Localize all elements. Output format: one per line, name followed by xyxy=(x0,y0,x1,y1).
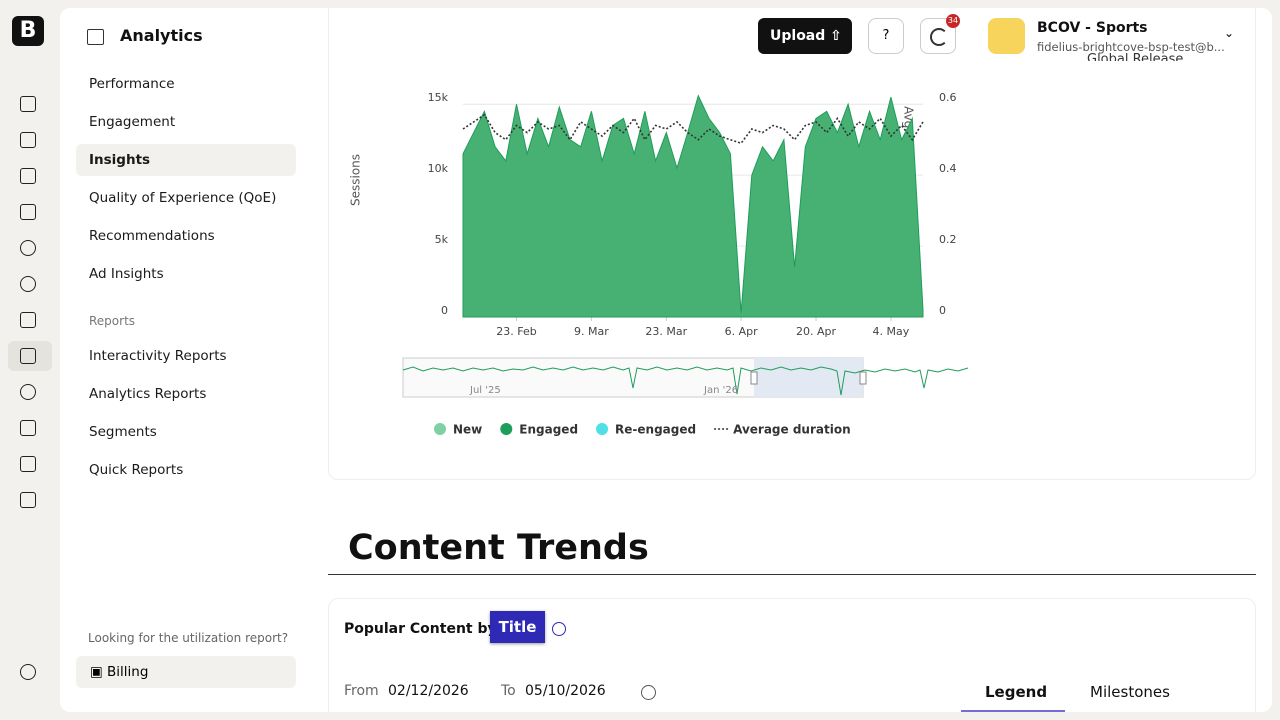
card-top-label: Global Release xyxy=(1087,52,1184,67)
jobs-button[interactable] xyxy=(920,18,956,54)
nav-item[interactable]: Ad Insights xyxy=(89,266,164,282)
sidebar-toggle[interactable] xyxy=(87,29,104,45)
nav-item[interactable]: Performance xyxy=(89,76,175,92)
legend-item[interactable]: Average duration xyxy=(714,423,851,437)
info-icon[interactable] xyxy=(641,685,656,700)
section-heading: Content Trends xyxy=(348,528,649,568)
navigator-handle[interactable] xyxy=(750,371,758,385)
logo: B xyxy=(12,16,44,46)
account-email: fidelius-brightcove-bsp-test@b... xyxy=(1037,40,1225,54)
nav-item[interactable]: Segments xyxy=(89,424,157,440)
title-button[interactable]: Title xyxy=(490,611,545,643)
brand-icon[interactable] xyxy=(20,312,36,328)
x-tick-label: 23. Feb xyxy=(496,325,536,338)
legend-label: New xyxy=(453,423,482,437)
x-tick-label: 20. Apr xyxy=(796,325,836,338)
info-icon[interactable] xyxy=(552,622,566,636)
account-name[interactable]: BCOV - Sports xyxy=(1037,20,1148,36)
playlist-icon[interactable] xyxy=(20,168,36,184)
chart-card xyxy=(328,8,1256,480)
from-label: From xyxy=(344,683,379,699)
tab[interactable]: Milestones xyxy=(1090,683,1170,701)
upload-label: Upload xyxy=(770,28,826,44)
media-icon[interactable] xyxy=(20,132,36,148)
nav-item[interactable]: Engagement xyxy=(89,114,176,130)
home-icon[interactable] xyxy=(20,96,36,112)
chart: Sessions Avg. Duration (minutes) Jul '25… xyxy=(349,91,969,437)
upload-button[interactable]: Upload ⇧ xyxy=(758,18,852,54)
analytics-icon-bg[interactable] xyxy=(8,341,52,371)
x-tick-label: 6. Apr xyxy=(725,325,758,338)
users-icon[interactable] xyxy=(20,420,36,436)
y-tick-label: 5k xyxy=(435,233,449,246)
y2-tick-label: 0.2 xyxy=(939,233,957,246)
content-card xyxy=(328,598,1256,712)
y2-tick-label: 0 xyxy=(939,304,946,317)
nav-selected-bg xyxy=(76,144,296,176)
navigator-line xyxy=(402,366,969,396)
legend-item[interactable]: Re-engaged xyxy=(596,423,696,437)
x-tick-label: 9. Mar xyxy=(574,325,609,338)
y-tick-label: 15k xyxy=(428,91,449,104)
nav-section: Reports xyxy=(89,314,136,328)
to-label: To xyxy=(501,683,516,699)
nav-item[interactable]: Analytics Reports xyxy=(89,386,207,402)
from-value[interactable]: 02/12/2026 xyxy=(388,683,469,699)
x-tick-label: 23. Mar xyxy=(645,325,687,338)
navigator-label: Jan '26 xyxy=(703,385,738,396)
y2-tick-label: 0.4 xyxy=(939,162,957,175)
nav-item[interactable]: Interactivity Reports xyxy=(89,348,227,364)
spinner xyxy=(930,28,948,46)
legend-label: Re-engaged xyxy=(615,423,696,437)
account-avatar[interactable] xyxy=(988,18,1025,54)
nav-item[interactable]: Recommendations xyxy=(89,228,215,244)
legend-swatch xyxy=(434,423,446,435)
billing-label: Billing xyxy=(107,664,149,680)
navigator-handle[interactable] xyxy=(859,371,867,385)
utilization-note: Looking for the utilization report? xyxy=(88,631,289,645)
legend-label: Average duration xyxy=(733,423,851,437)
check-icon[interactable] xyxy=(20,276,36,292)
to-value[interactable]: 05/10/2026 xyxy=(525,683,606,699)
player-icon[interactable] xyxy=(20,204,36,220)
plugin-icon[interactable] xyxy=(20,492,36,508)
page-title: Analytics xyxy=(120,26,203,45)
legend-label: Engaged xyxy=(519,423,578,437)
x-tick-label: 4. May xyxy=(873,325,910,338)
tab-underline xyxy=(961,710,1065,712)
legend-item[interactable]: Engaged xyxy=(500,423,578,437)
cloud-icon[interactable] xyxy=(20,240,36,256)
y-tick-label: 0 xyxy=(441,304,448,317)
navigator-label: Jul '25 xyxy=(469,385,501,396)
analytics-icon[interactable] xyxy=(20,348,36,364)
nav-item[interactable]: Insights xyxy=(89,152,151,168)
legend-swatch xyxy=(500,423,513,435)
jobs-badge: 34 xyxy=(946,14,960,28)
settings-icon[interactable] xyxy=(20,664,36,680)
nav-item[interactable]: Quick Reports xyxy=(89,462,184,478)
popular-by-label: Popular Content by xyxy=(344,621,497,637)
y2-tick-label: 0.6 xyxy=(939,91,957,104)
legend-swatch xyxy=(596,423,609,435)
navigator-selection xyxy=(754,358,863,397)
billing-button[interactable]: ▣ Billing xyxy=(76,656,296,688)
help-button[interactable]: ? xyxy=(868,18,904,54)
main-panel: Analytics Upload ⇧ ? 34 BCOV - Sports fi… xyxy=(60,8,1272,712)
legend-item[interactable]: New xyxy=(434,423,482,437)
sessions-area xyxy=(462,94,924,318)
server-icon[interactable] xyxy=(20,456,36,472)
nav-item[interactable]: Quality of Experience (QoE) xyxy=(89,190,277,206)
y-axis-label: Sessions xyxy=(349,154,363,206)
y-tick-label: 10k xyxy=(428,162,449,175)
account-chevron[interactable]: ⌄ xyxy=(1224,26,1235,40)
tab[interactable]: Legend xyxy=(985,683,1048,701)
live-icon[interactable] xyxy=(20,384,36,400)
section-divider xyxy=(328,574,1256,575)
